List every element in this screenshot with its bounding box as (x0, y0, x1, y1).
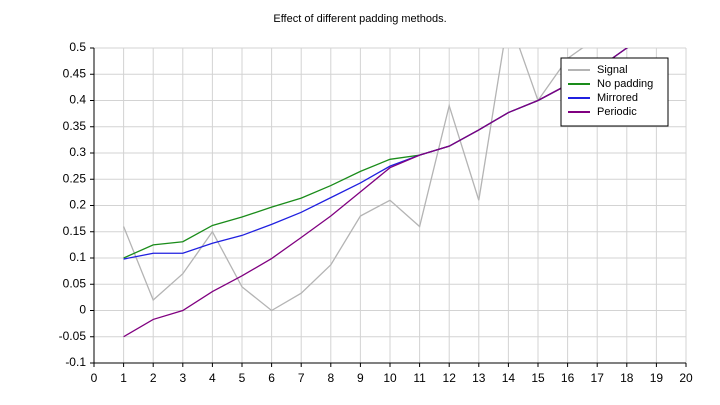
x-tick-label: 9 (357, 371, 364, 385)
legend-label: Signal (597, 64, 628, 76)
y-tick-label: 0.35 (63, 119, 87, 133)
chart-title: Effect of different padding methods. (273, 13, 446, 25)
x-tick-label: 17 (591, 371, 605, 385)
y-tick-label: 0.25 (63, 171, 87, 185)
legend-label: Mirrored (597, 92, 638, 104)
y-tick-label: 0 (79, 303, 86, 317)
x-tick-label: 14 (502, 371, 516, 385)
series-line (123, 48, 629, 259)
y-tick-label: 0.45 (63, 66, 87, 80)
x-tick-label: 4 (209, 371, 216, 385)
x-tick-label: 12 (443, 371, 457, 385)
y-tick-label: 0.1 (69, 250, 86, 264)
x-tick-label: 11 (413, 371, 426, 385)
x-tick-label: 18 (620, 371, 634, 385)
x-tick-label: 10 (383, 371, 397, 385)
x-tick-label: 6 (268, 371, 275, 385)
x-tick-label: 20 (679, 371, 693, 385)
x-tick-label: 5 (239, 371, 246, 385)
x-tick-label: 3 (179, 371, 186, 385)
series-line (123, 48, 629, 260)
y-tick-label: 0.15 (63, 224, 87, 238)
x-tick-label: 2 (150, 371, 157, 385)
x-tick-label: 19 (650, 371, 664, 385)
y-tick-label: 0.4 (69, 93, 86, 107)
x-tick-label: 1 (120, 371, 127, 385)
x-tick-label: 8 (327, 371, 334, 385)
y-tick-label: 0.3 (69, 145, 86, 159)
y-tick-label: 0.2 (69, 198, 86, 212)
x-tick-label: 16 (561, 371, 575, 385)
y-tick-label: 0.5 (69, 40, 86, 54)
y-tick-label: -0.1 (65, 355, 86, 369)
legend-label: Periodic (597, 106, 637, 118)
x-tick-label: 13 (472, 371, 486, 385)
x-tick-label: 15 (531, 371, 545, 385)
y-tick-label: 0.05 (63, 276, 87, 290)
series-line (122, 48, 584, 312)
x-tick-label: 7 (298, 371, 305, 385)
x-tick-label: 0 (91, 371, 98, 385)
legend-label: No padding (597, 78, 653, 90)
y-tick-label: -0.05 (59, 329, 87, 343)
